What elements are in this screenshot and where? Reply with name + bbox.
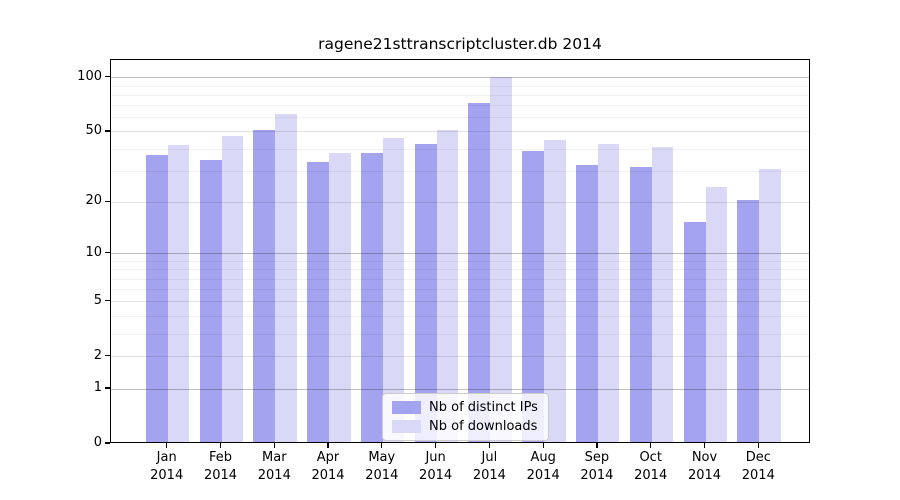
legend-swatch-downloads [392, 420, 421, 433]
bar-distinct-ips-apr [307, 162, 329, 442]
x-axis-label-dec: Dec 2014 [741, 450, 775, 483]
bar-distinct-ips-may [360, 153, 383, 442]
bar-distinct-ips-oct [629, 166, 652, 442]
gridline-40 [111, 148, 809, 150]
x-axis-tick-sep [596, 443, 598, 448]
gridline-30 [111, 170, 809, 172]
bar-distinct-ips-sep [575, 164, 598, 442]
x-axis-tick-nov [703, 443, 706, 448]
legend-entry-downloads: Nb of downloads [392, 419, 538, 434]
x-axis-label-mar: Mar 2014 [257, 450, 291, 483]
gridline-60 [111, 117, 809, 119]
bar-downloads-dec [759, 169, 781, 442]
x-axis-tick-feb [219, 443, 222, 448]
x-axis-tick-jan [166, 443, 168, 448]
y-axis-tick-label-5: 5 [93, 292, 102, 308]
bar-distinct-ips-nov [683, 221, 706, 442]
bar-downloads-jan [167, 145, 190, 442]
x-axis-label-oct: Oct 2014 [634, 450, 668, 483]
x-axis-tick-jun [434, 443, 437, 448]
bar-distinct-ips-jan [145, 155, 168, 442]
bar-downloads-oct [651, 147, 674, 442]
x-axis-label-jun: Jun 2014 [419, 450, 453, 483]
legend-entry-distinct-ips: Nb of distinct IPs [392, 400, 538, 415]
y-axis-tick-0 [105, 442, 110, 444]
bar-downloads-jun [436, 129, 459, 442]
x-axis-tick-oct [650, 443, 652, 448]
gridline-70 [111, 105, 809, 107]
x-axis-tick-may [381, 443, 383, 448]
gridline-2 [111, 356, 809, 358]
x-axis-label-nov: Nov 2014 [687, 450, 722, 483]
bar-distinct-ips-aug [522, 151, 545, 442]
x-axis-label-sep: Sep 2014 [580, 450, 614, 483]
y-axis-tick-label-0: 0 [93, 435, 102, 450]
bar-downloads-sep [597, 143, 620, 442]
gridline-1 [111, 388, 809, 390]
gridline-20 [111, 201, 809, 203]
bar-downloads-may [382, 138, 405, 442]
bar-downloads-apr [329, 153, 351, 442]
bar-distinct-ips-feb [199, 159, 222, 442]
gridline-9 [111, 260, 809, 262]
x-axis-tick-aug [542, 443, 544, 448]
y-axis-tick-label-20: 20 [85, 193, 102, 209]
x-axis-label-jul: Jul 2014 [472, 450, 506, 483]
plot-area: Nb of distinct IPs Nb of downloads [110, 59, 810, 443]
y-axis-tick-5 [105, 300, 110, 302]
gridline-8 [111, 269, 809, 271]
bar-downloads-feb [221, 136, 243, 442]
y-axis-tick-1 [105, 387, 110, 389]
bar-downloads-nov [705, 186, 727, 442]
x-axis-tick-apr [327, 443, 329, 448]
legend-label-downloads: Nb of downloads [429, 419, 538, 434]
y-axis-tick-label-100: 100 [77, 68, 102, 84]
gridline-4 [111, 315, 809, 317]
x-axis-tick-dec [757, 443, 759, 448]
y-axis-tick-2 [105, 355, 110, 357]
gridline-80 [111, 94, 809, 96]
x-axis-label-jan: Jan 2014 [150, 450, 184, 483]
y-axis-tick-100 [105, 76, 110, 78]
legend-label-distinct-ips: Nb of distinct IPs [429, 400, 538, 415]
y-axis-tick-label-2: 2 [93, 347, 102, 363]
x-axis-label-aug: Aug 2014 [526, 450, 560, 483]
y-axis-tick-label-50: 50 [85, 122, 102, 138]
gridline-3 [111, 333, 809, 335]
bar-distinct-ips-jul [468, 102, 491, 442]
x-axis-label-feb: Feb 2014 [203, 450, 238, 483]
y-axis-tick-50 [105, 130, 110, 132]
y-axis-tick-label-10: 10 [85, 244, 102, 260]
legend: Nb of distinct IPs Nb of downloads [382, 393, 549, 441]
y-axis-tick-label-1: 1 [93, 380, 102, 395]
gridline-50 [111, 131, 809, 133]
gridline-7 [111, 278, 809, 280]
gridline-100 [111, 77, 809, 79]
chart-title: ragene21sttranscriptcluster.db 2014 [318, 35, 602, 53]
bar-downloads-aug [544, 139, 566, 442]
x-axis-tick-jul [488, 443, 491, 448]
bar-downloads-mar [275, 114, 297, 442]
x-axis-label-apr: Apr 2014 [311, 450, 345, 483]
y-axis-tick-10 [105, 252, 110, 254]
x-axis-label-may: May 2014 [365, 450, 399, 483]
gridline-90 [111, 85, 809, 87]
x-axis-tick-mar [273, 443, 275, 448]
gridline-10 [111, 253, 809, 255]
bar-downloads-jul [490, 77, 512, 442]
legend-swatch-distinct-ips [392, 401, 421, 414]
bar-distinct-ips-jun [414, 143, 437, 442]
y-axis-tick-20 [105, 200, 110, 203]
bar-distinct-ips-dec [737, 200, 760, 442]
gridline-6 [111, 289, 809, 291]
bar-distinct-ips-mar [253, 129, 276, 442]
gridline-5 [111, 301, 809, 303]
